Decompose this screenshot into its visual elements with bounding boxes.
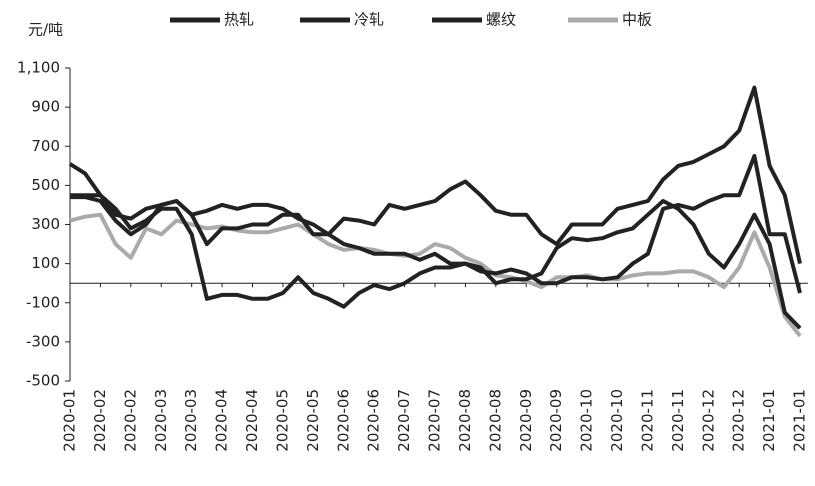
y-axis-label: 元/吨 <box>28 21 63 39</box>
x-tick-label: 2020-07 <box>426 389 444 452</box>
x-tick-label: 2020-03 <box>182 389 200 452</box>
y-tick-label: 500 <box>31 176 60 194</box>
x-tick-label: 2020-02 <box>91 389 109 452</box>
y-tick-label: 1,100 <box>17 59 60 77</box>
y-tick-label: -500 <box>26 372 60 390</box>
y-tick-label: 100 <box>31 254 60 272</box>
x-tick-label: 2021-01 <box>760 389 778 452</box>
y-tick-label: -300 <box>26 332 60 350</box>
x-tick-label: 2020-08 <box>486 389 504 452</box>
x-tick-label: 2020-10 <box>608 389 626 452</box>
x-tick-label: 2020-07 <box>395 389 413 452</box>
legend-label: 螺纹 <box>486 11 516 29</box>
x-tick-label: 2020-12 <box>730 389 748 452</box>
x-tick-label: 2020-06 <box>334 389 352 452</box>
x-tick-label: 2020-03 <box>152 389 170 452</box>
x-tick-label: 2020-01 <box>61 389 79 452</box>
x-tick-label: 2021-01 <box>791 389 809 452</box>
x-tick-label: 2020-08 <box>456 389 474 452</box>
series-line <box>69 212 802 338</box>
series-line <box>68 85 802 265</box>
x-tick-label: 2020-06 <box>365 389 383 452</box>
x-tick-label: 2020-12 <box>699 389 717 452</box>
x-tick-label: 2020-05 <box>304 389 322 452</box>
series-line <box>70 154 802 309</box>
x-tick-label: 2020-04 <box>213 389 231 452</box>
x-tick-label: 2020-10 <box>578 389 596 452</box>
x-tick-label: 2020-04 <box>243 389 261 452</box>
x-tick-label: 2020-09 <box>517 389 535 452</box>
x-tick-label: 2020-02 <box>121 389 139 452</box>
x-tick-label: 2020-11 <box>638 389 656 452</box>
y-tick-label: 700 <box>31 137 60 155</box>
legend-label: 冷轧 <box>354 11 384 29</box>
x-tick-label: 2020-11 <box>669 389 687 452</box>
x-tick-label: 2020-05 <box>273 389 291 452</box>
legend-label: 热轧 <box>224 11 254 29</box>
y-tick-label: 900 <box>31 98 60 116</box>
legend-label: 中板 <box>622 11 652 29</box>
y-tick-label: 300 <box>31 215 60 233</box>
x-tick-label: 2020-09 <box>547 389 565 452</box>
series-line <box>70 195 802 330</box>
y-tick-label: -100 <box>26 293 60 311</box>
